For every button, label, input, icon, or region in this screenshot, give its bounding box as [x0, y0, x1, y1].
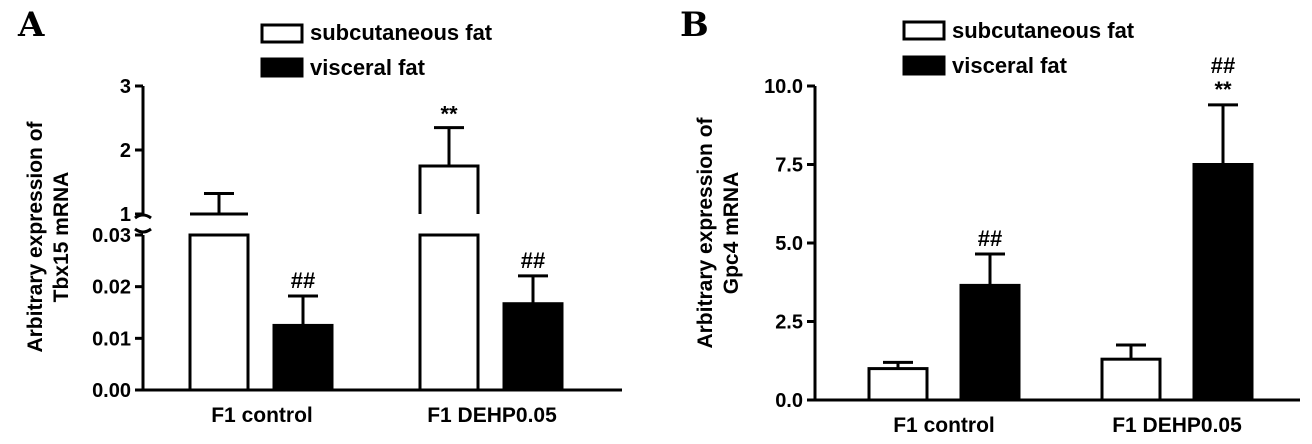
bar-visceral — [272, 323, 334, 392]
category-label-f1-control: F1 control — [211, 404, 313, 427]
significance-annotation: ** — [440, 102, 458, 127]
panel-a-marks: 0.00 0.01 0.02 0.031 2 3 ## F1 control ** ## F1 DE… — [92, 76, 622, 427]
category-label-f1-dehp: F1 DEHP0.05 — [1112, 414, 1242, 437]
category-label-f1-control: F1 control — [893, 414, 995, 437]
significance-annotation: ## — [521, 248, 545, 273]
y-tick-label: 0.03 — [92, 225, 131, 247]
panel-a-legend: subcutaneous fat visceral fat — [260, 20, 493, 80]
axis-break-mark — [134, 227, 152, 234]
legend-swatch-visceral — [902, 55, 946, 76]
legend-label-visceral: visceral fat — [952, 53, 1068, 78]
y-tick-label: 0.01 — [92, 328, 131, 350]
panel-b: B subcutaneous fat visceral fat Arbitrar… — [680, 5, 1300, 437]
bar-visceral — [502, 302, 564, 392]
legend-label-subcutaneous: subcutaneous fat — [310, 20, 493, 45]
y-tick-label: 2.5 — [775, 312, 803, 334]
significance-annotation: ## — [1211, 53, 1235, 78]
bar-subcutaneous-upper — [418, 164, 480, 214]
panel-b-ylabel: Arbitrary expression of Gpc4 mRNA — [694, 116, 743, 348]
y-tick-label: 1 — [120, 204, 131, 226]
legend-swatch-subcutaneous — [902, 20, 946, 41]
y-axis-label-line1: Arbitrary expression of — [24, 120, 47, 352]
y-tick-label: 5.0 — [775, 233, 803, 255]
y-tick-label: 10.0 — [764, 76, 803, 98]
legend-label-visceral: visceral fat — [310, 55, 426, 80]
bar-subcutaneous — [867, 367, 929, 402]
legend-swatch-subcutaneous — [260, 23, 304, 44]
significance-annotation: ## — [291, 268, 315, 293]
panel-b-marks: 0.02.55.07.510.0##F1 control**##F1 DEHP0… — [764, 53, 1300, 437]
bar-visceral — [959, 283, 1021, 402]
significance-annotation: ** — [1214, 77, 1232, 102]
y-tick-label: 0.02 — [92, 277, 131, 299]
y-tick-label: 0.00 — [92, 380, 131, 402]
significance-annotation: ## — [978, 226, 1002, 251]
bar-subcutaneous-lower — [188, 233, 250, 392]
y-tick-label: 2 — [120, 140, 131, 162]
panel-b-legend: subcutaneous fat visceral fat — [902, 18, 1135, 78]
y-tick-label: 7.5 — [775, 155, 803, 177]
bar-subcutaneous — [1100, 357, 1162, 402]
panel-a-ylabel: Arbitrary expression of Tbx15 mRNA — [24, 120, 73, 352]
y-tick-label: 3 — [120, 76, 131, 98]
y-axis-label-line1: Arbitrary expression of — [694, 116, 717, 348]
legend-label-subcutaneous: subcutaneous fat — [952, 18, 1135, 43]
panel-b-label: B — [680, 5, 709, 45]
category-label-f1-dehp: F1 DEHP0.05 — [427, 404, 557, 427]
panel-a: A subcutaneous fat visceral fat Arbitrar… — [17, 5, 622, 427]
bar-subcutaneous-lower — [418, 233, 480, 392]
panel-a-label: A — [17, 5, 45, 45]
legend-swatch-visceral — [260, 57, 304, 78]
y-axis-label-line2: Gpc4 mRNA — [720, 172, 743, 295]
y-tick-label: 0.0 — [775, 390, 803, 412]
y-axis-label-line2: Tbx15 mRNA — [50, 172, 73, 303]
bar-visceral — [1192, 163, 1254, 402]
